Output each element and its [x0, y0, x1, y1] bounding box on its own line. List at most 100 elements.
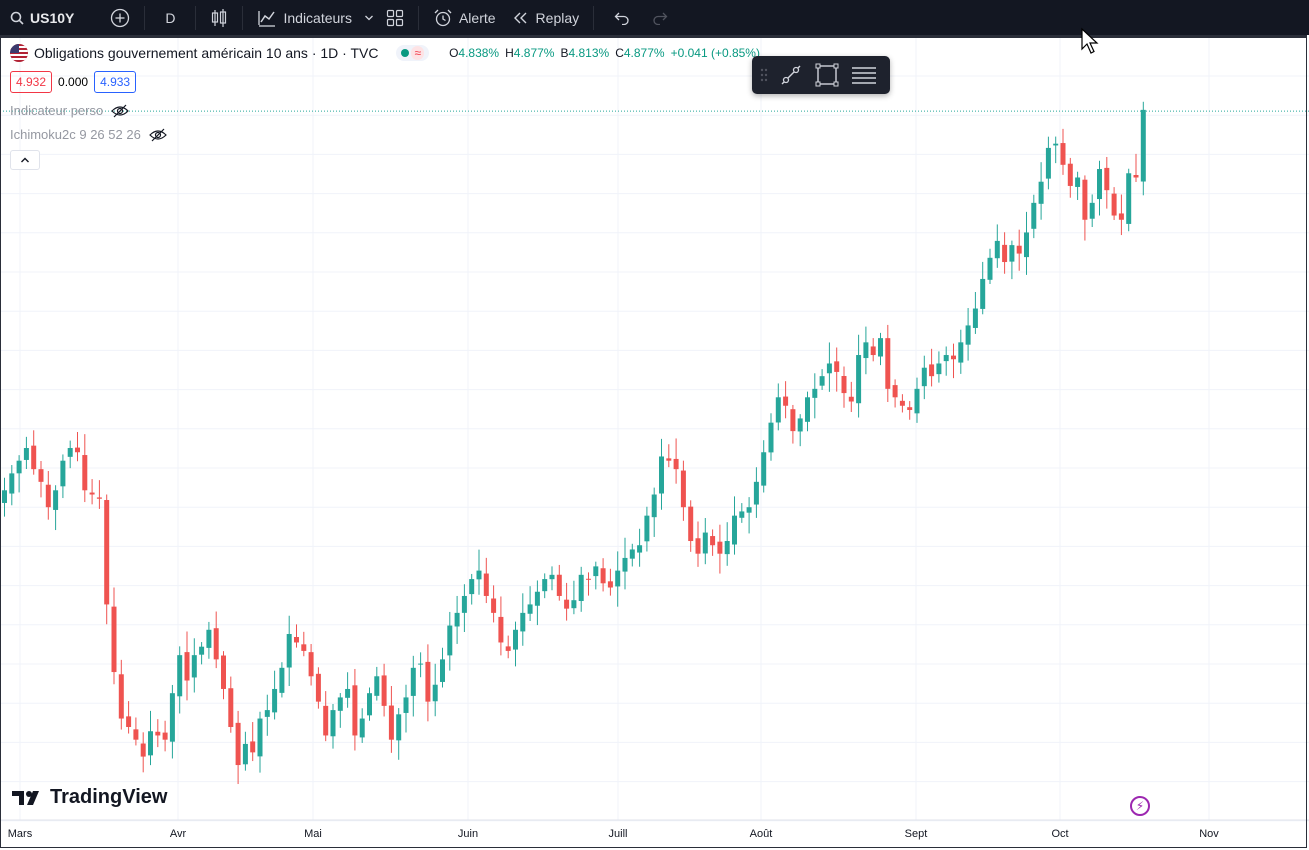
collapse-legend-button[interactable]: [10, 150, 40, 170]
candle-down: [140, 743, 146, 757]
indicator-row[interactable]: Indicateur perso: [10, 103, 130, 118]
buy-price-button[interactable]: 4.933: [94, 71, 137, 93]
drag-handle-icon[interactable]: [760, 67, 768, 83]
market-status-pill[interactable]: ≈: [396, 45, 430, 61]
candle-down: [1104, 167, 1110, 191]
candle-up: [878, 338, 883, 357]
toolbar-divider: [593, 5, 595, 30]
candle-down: [1082, 179, 1088, 220]
toolbar-divider: [195, 5, 197, 30]
candle-down: [1016, 245, 1022, 254]
redo-button[interactable]: [644, 0, 676, 35]
candle-up: [1038, 181, 1044, 204]
candle-up: [337, 697, 343, 711]
indicators-dropdown[interactable]: [360, 0, 378, 35]
candle-up: [644, 515, 650, 542]
candle-down: [673, 458, 679, 470]
rectangle-tool-icon[interactable]: [814, 62, 840, 88]
candle-down: [133, 729, 139, 740]
indicator-label: Indicateur perso: [10, 103, 104, 118]
candle-up: [826, 363, 832, 374]
candle-up: [534, 591, 540, 606]
candle-up: [629, 549, 635, 559]
time-axis-label: Août: [750, 828, 773, 840]
symbol-label: US10Y: [30, 9, 75, 26]
eye-hidden-icon[interactable]: [111, 104, 130, 118]
spread-value: 0.000: [58, 75, 89, 89]
candle-up: [972, 308, 978, 328]
candle-down: [31, 445, 37, 470]
candle-down: [885, 338, 891, 389]
bid-ask-panel: 4.932 0.000 4.933: [10, 71, 137, 93]
compare-symbol-button[interactable]: [102, 0, 138, 35]
candle-up: [513, 629, 518, 650]
indicators-button[interactable]: Indicateurs: [249, 0, 359, 35]
candle-up: [169, 693, 175, 742]
candle-up: [659, 456, 664, 494]
layout-button[interactable]: [378, 0, 412, 35]
candle-down: [498, 616, 504, 643]
time-axis[interactable]: Mars Avr Mai Juin Juill Août Sept Oct Nov: [0, 819, 1309, 840]
candle-up: [571, 600, 577, 609]
candle-down: [381, 675, 387, 706]
candle-up: [286, 634, 292, 668]
candle-up: [447, 625, 453, 656]
candle-up: [67, 448, 73, 457]
sell-price-button[interactable]: 4.932: [10, 71, 53, 93]
candle-up: [1053, 143, 1059, 146]
candle-up: [191, 655, 197, 678]
indicator-label: Ichimoku2c 9 26 52 26: [10, 127, 141, 142]
candle-up: [994, 240, 1000, 259]
symbol-search-button[interactable]: US10Y: [0, 0, 82, 35]
eye-hidden-icon[interactable]: [148, 128, 167, 142]
ohlc-values: O4.838% H4.877% B4.813% C4.877% +0.041 (…: [449, 46, 760, 60]
tradingview-logo[interactable]: TradingView: [12, 786, 167, 809]
candle-up: [345, 688, 351, 698]
candle-up: [9, 473, 15, 494]
candle-up: [702, 532, 708, 554]
candle-down: [556, 574, 562, 596]
candle-up: [16, 460, 22, 474]
candle-up: [1140, 109, 1146, 182]
candle-down: [1067, 163, 1073, 186]
toolbar-divider: [242, 5, 244, 30]
candle-down: [155, 731, 161, 736]
candle-down: [1060, 143, 1066, 165]
candle-down: [250, 741, 256, 753]
candle-up: [272, 688, 278, 713]
replay-button[interactable]: Replay: [504, 0, 588, 35]
candle-up: [1097, 169, 1102, 200]
candle-up: [1009, 245, 1015, 262]
lightning-icon[interactable]: ⚡: [1130, 796, 1150, 816]
symbol-title[interactable]: Obligations gouvernement américain 10 an…: [34, 45, 379, 61]
candle-up: [1089, 202, 1095, 219]
redo-icon: [653, 12, 668, 25]
interval-button[interactable]: D: [151, 0, 189, 35]
candle-down: [951, 355, 956, 360]
alert-button[interactable]: Alerte: [425, 0, 504, 35]
candle-up: [965, 325, 971, 345]
candle-down: [907, 407, 913, 410]
candle-up: [739, 511, 745, 518]
undo-button[interactable]: [600, 0, 644, 35]
time-axis-label: Mars: [8, 828, 33, 840]
search-icon: [10, 11, 24, 25]
candle-down: [680, 470, 686, 508]
candle-down: [892, 385, 898, 398]
trend-line-icon[interactable]: [778, 62, 804, 88]
candle-down: [783, 396, 789, 406]
candle-down: [388, 705, 394, 740]
indicator-row[interactable]: Ichimoku2c 9 26 52 26: [10, 127, 167, 142]
candle-down: [228, 688, 234, 728]
candle-up: [527, 604, 533, 614]
chart-type-button[interactable]: [202, 0, 236, 35]
price-chart[interactable]: Mars Avr Mai Juin Juill Août Sept Oct Nov: [0, 38, 1309, 850]
candle-up: [461, 595, 467, 613]
candle-down: [491, 598, 497, 613]
text-lines-icon[interactable]: [850, 62, 878, 88]
chevron-up-icon: [21, 157, 29, 163]
candle-down: [1111, 193, 1117, 216]
grid-icon: [386, 9, 404, 26]
candle-up: [936, 363, 942, 375]
candle-down: [96, 497, 102, 499]
